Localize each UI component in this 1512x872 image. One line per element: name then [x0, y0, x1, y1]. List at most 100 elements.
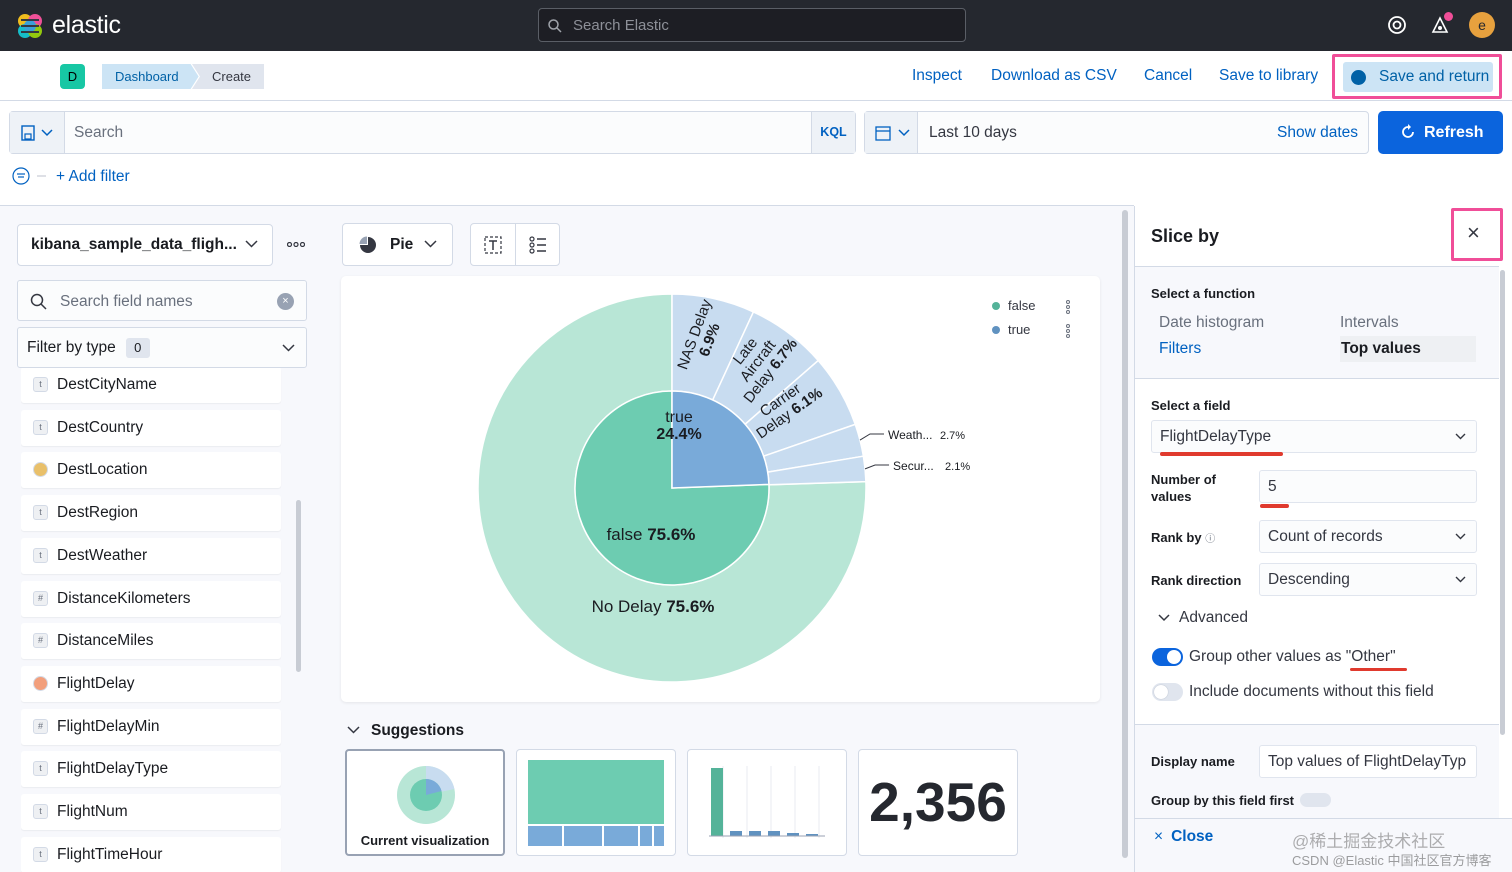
show-dates-link[interactable]: Show dates — [1277, 124, 1358, 141]
search-icon — [30, 293, 47, 310]
field-item[interactable]: FlightDelay — [21, 665, 281, 702]
query-input[interactable]: Search — [74, 124, 124, 141]
clear-search-icon[interactable]: × — [277, 293, 294, 310]
function-filters[interactable]: Filters — [1159, 340, 1202, 357]
field-item[interactable]: t FlightNum — [21, 794, 281, 830]
suggestion-metric[interactable]: 2,356 — [858, 749, 1018, 856]
chevron-down-icon — [1158, 614, 1170, 622]
kql-button[interactable]: KQL — [811, 112, 855, 153]
cancel-link[interactable]: Cancel — [1144, 67, 1193, 84]
field-name: DistanceKilometers — [57, 589, 191, 607]
field-item[interactable]: t FlightTimeHour — [21, 836, 281, 872]
brand-name[interactable]: elastic — [52, 11, 121, 39]
close-icon[interactable]: × — [1467, 220, 1480, 245]
rank-by-select[interactable]: Count of records — [1259, 520, 1477, 553]
watermark-line2: CSDN @Elastic 中国社区官方博客 — [1292, 853, 1492, 868]
close-button[interactable]: × Close — [1154, 828, 1213, 846]
legend-actions-icon[interactable] — [1065, 300, 1071, 314]
field-item[interactable]: # DistanceMiles — [21, 623, 281, 660]
save-and-return-button[interactable]: Save and return — [1343, 62, 1493, 92]
pie-chart[interactable]: false 75.6%true 24.4%No Delay 75.6%NAS De… — [341, 276, 1100, 702]
function-date-histogram[interactable]: Date histogram — [1159, 314, 1265, 331]
field-item[interactable]: # DistanceKilometers — [21, 580, 281, 617]
string-type-icon: t — [33, 505, 48, 521]
field-item[interactable]: t DestCityName — [21, 368, 281, 403]
panel-scrollbar[interactable] — [1500, 270, 1505, 735]
top-header: elastic Search Elastic e — [0, 0, 1512, 51]
treemap-thumbnail-icon — [528, 760, 664, 846]
field-item[interactable]: DestLocation — [21, 452, 281, 489]
group-first-switch[interactable] — [1300, 793, 1331, 807]
legend-item-true[interactable]: true — [992, 322, 1030, 337]
saved-query-menu[interactable] — [10, 112, 65, 153]
chevron-down-icon — [41, 129, 53, 137]
field-search-input[interactable]: Search field names × — [17, 280, 307, 321]
chart-type-switcher[interactable]: Pie — [342, 223, 453, 266]
date-range-text[interactable]: Last 10 days — [929, 124, 1017, 141]
group-other-switch[interactable] — [1152, 648, 1183, 666]
field-name: FlightNum — [57, 803, 128, 820]
suggestion-treemap[interactable] — [516, 749, 676, 856]
notifications-icon[interactable] — [1429, 14, 1451, 36]
date-picker[interactable]: Last 10 days Show dates — [864, 111, 1369, 154]
chart-type-label: Pie — [390, 236, 414, 253]
date-quick-menu[interactable] — [865, 112, 918, 153]
slice-value-weath: 2.7% — [940, 430, 965, 442]
filter-menu-icon[interactable] — [12, 167, 48, 185]
legend-item-false[interactable]: false — [992, 298, 1035, 313]
legend-options-icon[interactable] — [529, 236, 547, 254]
suggestions-header[interactable]: Suggestions — [347, 722, 464, 740]
field-item[interactable]: t DestWeather — [21, 537, 281, 574]
label-options-icon[interactable] — [484, 236, 502, 254]
suggestion-bar-chart[interactable] — [687, 749, 847, 856]
field-list-scrollbar[interactable] — [296, 500, 301, 672]
info-icon[interactable]: ⓘ — [1205, 534, 1216, 545]
workspace-scrollbar[interactable] — [1122, 210, 1128, 858]
suggestion-current-visualization[interactable]: Current visualization — [345, 749, 505, 856]
legend-actions-icon[interactable] — [1065, 324, 1071, 338]
include-missing-switch[interactable] — [1152, 683, 1183, 701]
help-icon[interactable] — [1386, 14, 1408, 36]
menu-icon[interactable] — [21, 19, 39, 33]
add-filter-button[interactable]: + Add filter — [56, 168, 130, 185]
display-name-input[interactable]: Top values of FlightDelayTyp — [1259, 745, 1477, 778]
download-csv-link[interactable]: Download as CSV — [991, 67, 1117, 84]
global-search-placeholder: Search Elastic — [573, 17, 669, 34]
field-item[interactable]: t DestRegion — [21, 495, 281, 532]
global-search-input[interactable]: Search Elastic — [538, 8, 966, 42]
advanced-label: Advanced — [1179, 609, 1248, 626]
inspect-link[interactable]: Inspect — [912, 67, 962, 84]
function-intervals[interactable]: Intervals — [1340, 314, 1399, 331]
field-select[interactable]: FlightDelayType — [1151, 420, 1477, 453]
save-to-library-link[interactable]: Save to library — [1219, 67, 1319, 84]
annotation-underline — [1350, 668, 1407, 671]
query-bar[interactable]: Search KQL — [9, 111, 856, 154]
rank-by-label-text: Rank by — [1151, 530, 1202, 545]
field-item[interactable]: t DestCountry — [21, 409, 281, 446]
slice-label-inner-true: true 24.4% — [656, 409, 701, 443]
legend-swatch-false — [992, 302, 1000, 310]
field-item[interactable]: # FlightDelayMin — [21, 708, 281, 745]
filter-by-type-dropdown[interactable]: Filter by type 0 — [17, 327, 307, 368]
function-label: Select a function — [1151, 286, 1256, 301]
rank-direction-value: Descending — [1268, 571, 1350, 588]
data-view-selector[interactable]: kibana_sample_data_fligh... — [17, 224, 273, 266]
advanced-toggle[interactable]: Advanced — [1158, 609, 1248, 627]
rank-direction-select[interactable]: Descending — [1259, 563, 1477, 596]
string-type-icon: t — [33, 419, 48, 435]
num-values-input[interactable]: 5 — [1259, 470, 1477, 503]
pie-slice-inner-true[interactable] — [671, 390, 770, 489]
function-top-values[interactable]: Top values — [1340, 336, 1476, 362]
switch-knob — [1167, 650, 1181, 664]
visualization-panel: false 75.6% true 24.4% No Delay 75.6% NAS De… — [341, 276, 1100, 702]
refresh-button[interactable]: Refresh — [1378, 111, 1503, 154]
space-badge[interactable]: D — [60, 64, 85, 89]
more-options-icon[interactable] — [287, 242, 305, 247]
breadcrumb-dashboard[interactable]: Dashboard — [102, 64, 199, 89]
include-missing-label: Include documents without this field — [1189, 683, 1434, 700]
user-avatar[interactable]: e — [1469, 12, 1495, 38]
toolbar-separator — [515, 224, 516, 265]
field-list: t DestCityName t DestCountry DestLocation t De… — [21, 368, 282, 872]
field-item[interactable]: t FlightDelayType — [21, 751, 281, 788]
group-other-label: Group other values as "Other" — [1189, 648, 1396, 665]
